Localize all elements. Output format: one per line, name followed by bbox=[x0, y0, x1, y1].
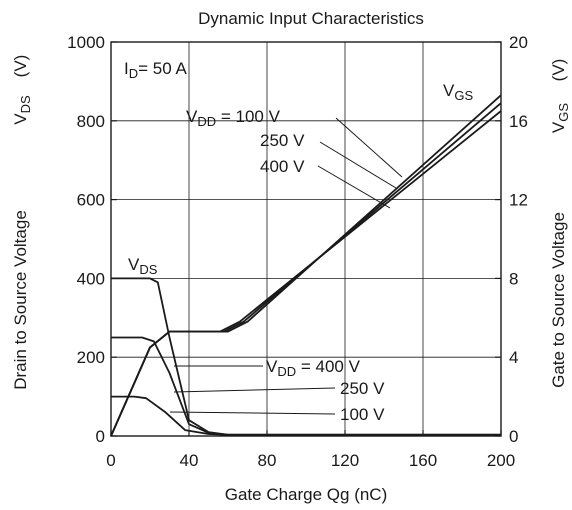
grid bbox=[111, 42, 501, 436]
y-right-tick-label: 4 bbox=[509, 348, 518, 367]
vds-series-label: VDD = 400 V bbox=[266, 357, 361, 379]
axes: 0 40 80 120 160 200 0 200 400 600 800 1000 0 4 8 12 16 20 bbox=[67, 33, 528, 470]
series-line bbox=[110, 110, 502, 437]
series-line bbox=[111, 336, 501, 436]
y-right-main-label: Gate to Source Voltage bbox=[549, 212, 568, 388]
y-right-tick-label: 8 bbox=[509, 269, 518, 288]
y-left-main-label: Drain to Source Voltage bbox=[11, 210, 30, 390]
y-right-tick-label: 20 bbox=[509, 33, 528, 52]
x-tick-label: 160 bbox=[409, 451, 437, 470]
chart-title: Dynamic Input Characteristics bbox=[198, 9, 424, 28]
x-tick-label: 120 bbox=[331, 451, 359, 470]
y-axis-label-right: Gate to Source Voltage VGS (V) bbox=[549, 59, 571, 388]
y-right-tick-label: 16 bbox=[509, 112, 528, 131]
y-left-tick-label: 0 bbox=[96, 427, 105, 446]
y-left-unit: (V) bbox=[11, 55, 30, 78]
annotations: ID= 50 A VDS VGS VDD = 100 V 250 V 400 V VDD =… bbox=[124, 59, 473, 424]
y-left-tick-label: 1000 bbox=[67, 33, 105, 52]
y-right-tick-label: 0 bbox=[509, 427, 518, 446]
y-left-tick-label: 200 bbox=[77, 348, 105, 367]
leader-line bbox=[319, 141, 397, 189]
leader-line bbox=[335, 117, 403, 178]
vgs-curve-label: VGS bbox=[443, 81, 473, 103]
plot-frame bbox=[110, 41, 502, 437]
vds-curve-label: VDS bbox=[128, 255, 158, 277]
y-axis-label-left: Drain to Source Voltage VDS (V) bbox=[11, 55, 33, 390]
y-left-tick-label: 800 bbox=[77, 112, 105, 131]
vgs-series-label: 400 V bbox=[260, 157, 305, 176]
vgs-series-label: VDD = 100 V bbox=[186, 107, 281, 129]
y-right-unit: (V) bbox=[549, 59, 568, 82]
x-tick-label: 80 bbox=[258, 451, 277, 470]
vds-series-label: 250 V bbox=[340, 379, 385, 398]
y-right-symbol: VGS bbox=[549, 103, 571, 133]
curves bbox=[110, 94, 502, 437]
condition-label: ID= 50 A bbox=[124, 59, 187, 81]
x-tick-label: 0 bbox=[106, 451, 115, 470]
x-tick-label: 40 bbox=[180, 451, 199, 470]
series-line bbox=[110, 94, 502, 437]
x-tick-label: 200 bbox=[487, 451, 515, 470]
vds-series-label: 100 V bbox=[340, 405, 385, 424]
x-axis-label: Gate Charge Qg (nC) bbox=[225, 485, 388, 504]
y-left-symbol: VDS bbox=[11, 95, 33, 125]
y-left-tick-label: 400 bbox=[77, 269, 105, 288]
series-line bbox=[111, 395, 501, 436]
y-right-tick-label: 12 bbox=[509, 191, 528, 210]
leader-line bbox=[169, 411, 336, 415]
leader-line bbox=[173, 387, 336, 393]
leader-line bbox=[317, 165, 391, 209]
y-left-tick-label: 600 bbox=[77, 191, 105, 210]
vgs-series-label: 250 V bbox=[260, 131, 305, 150]
